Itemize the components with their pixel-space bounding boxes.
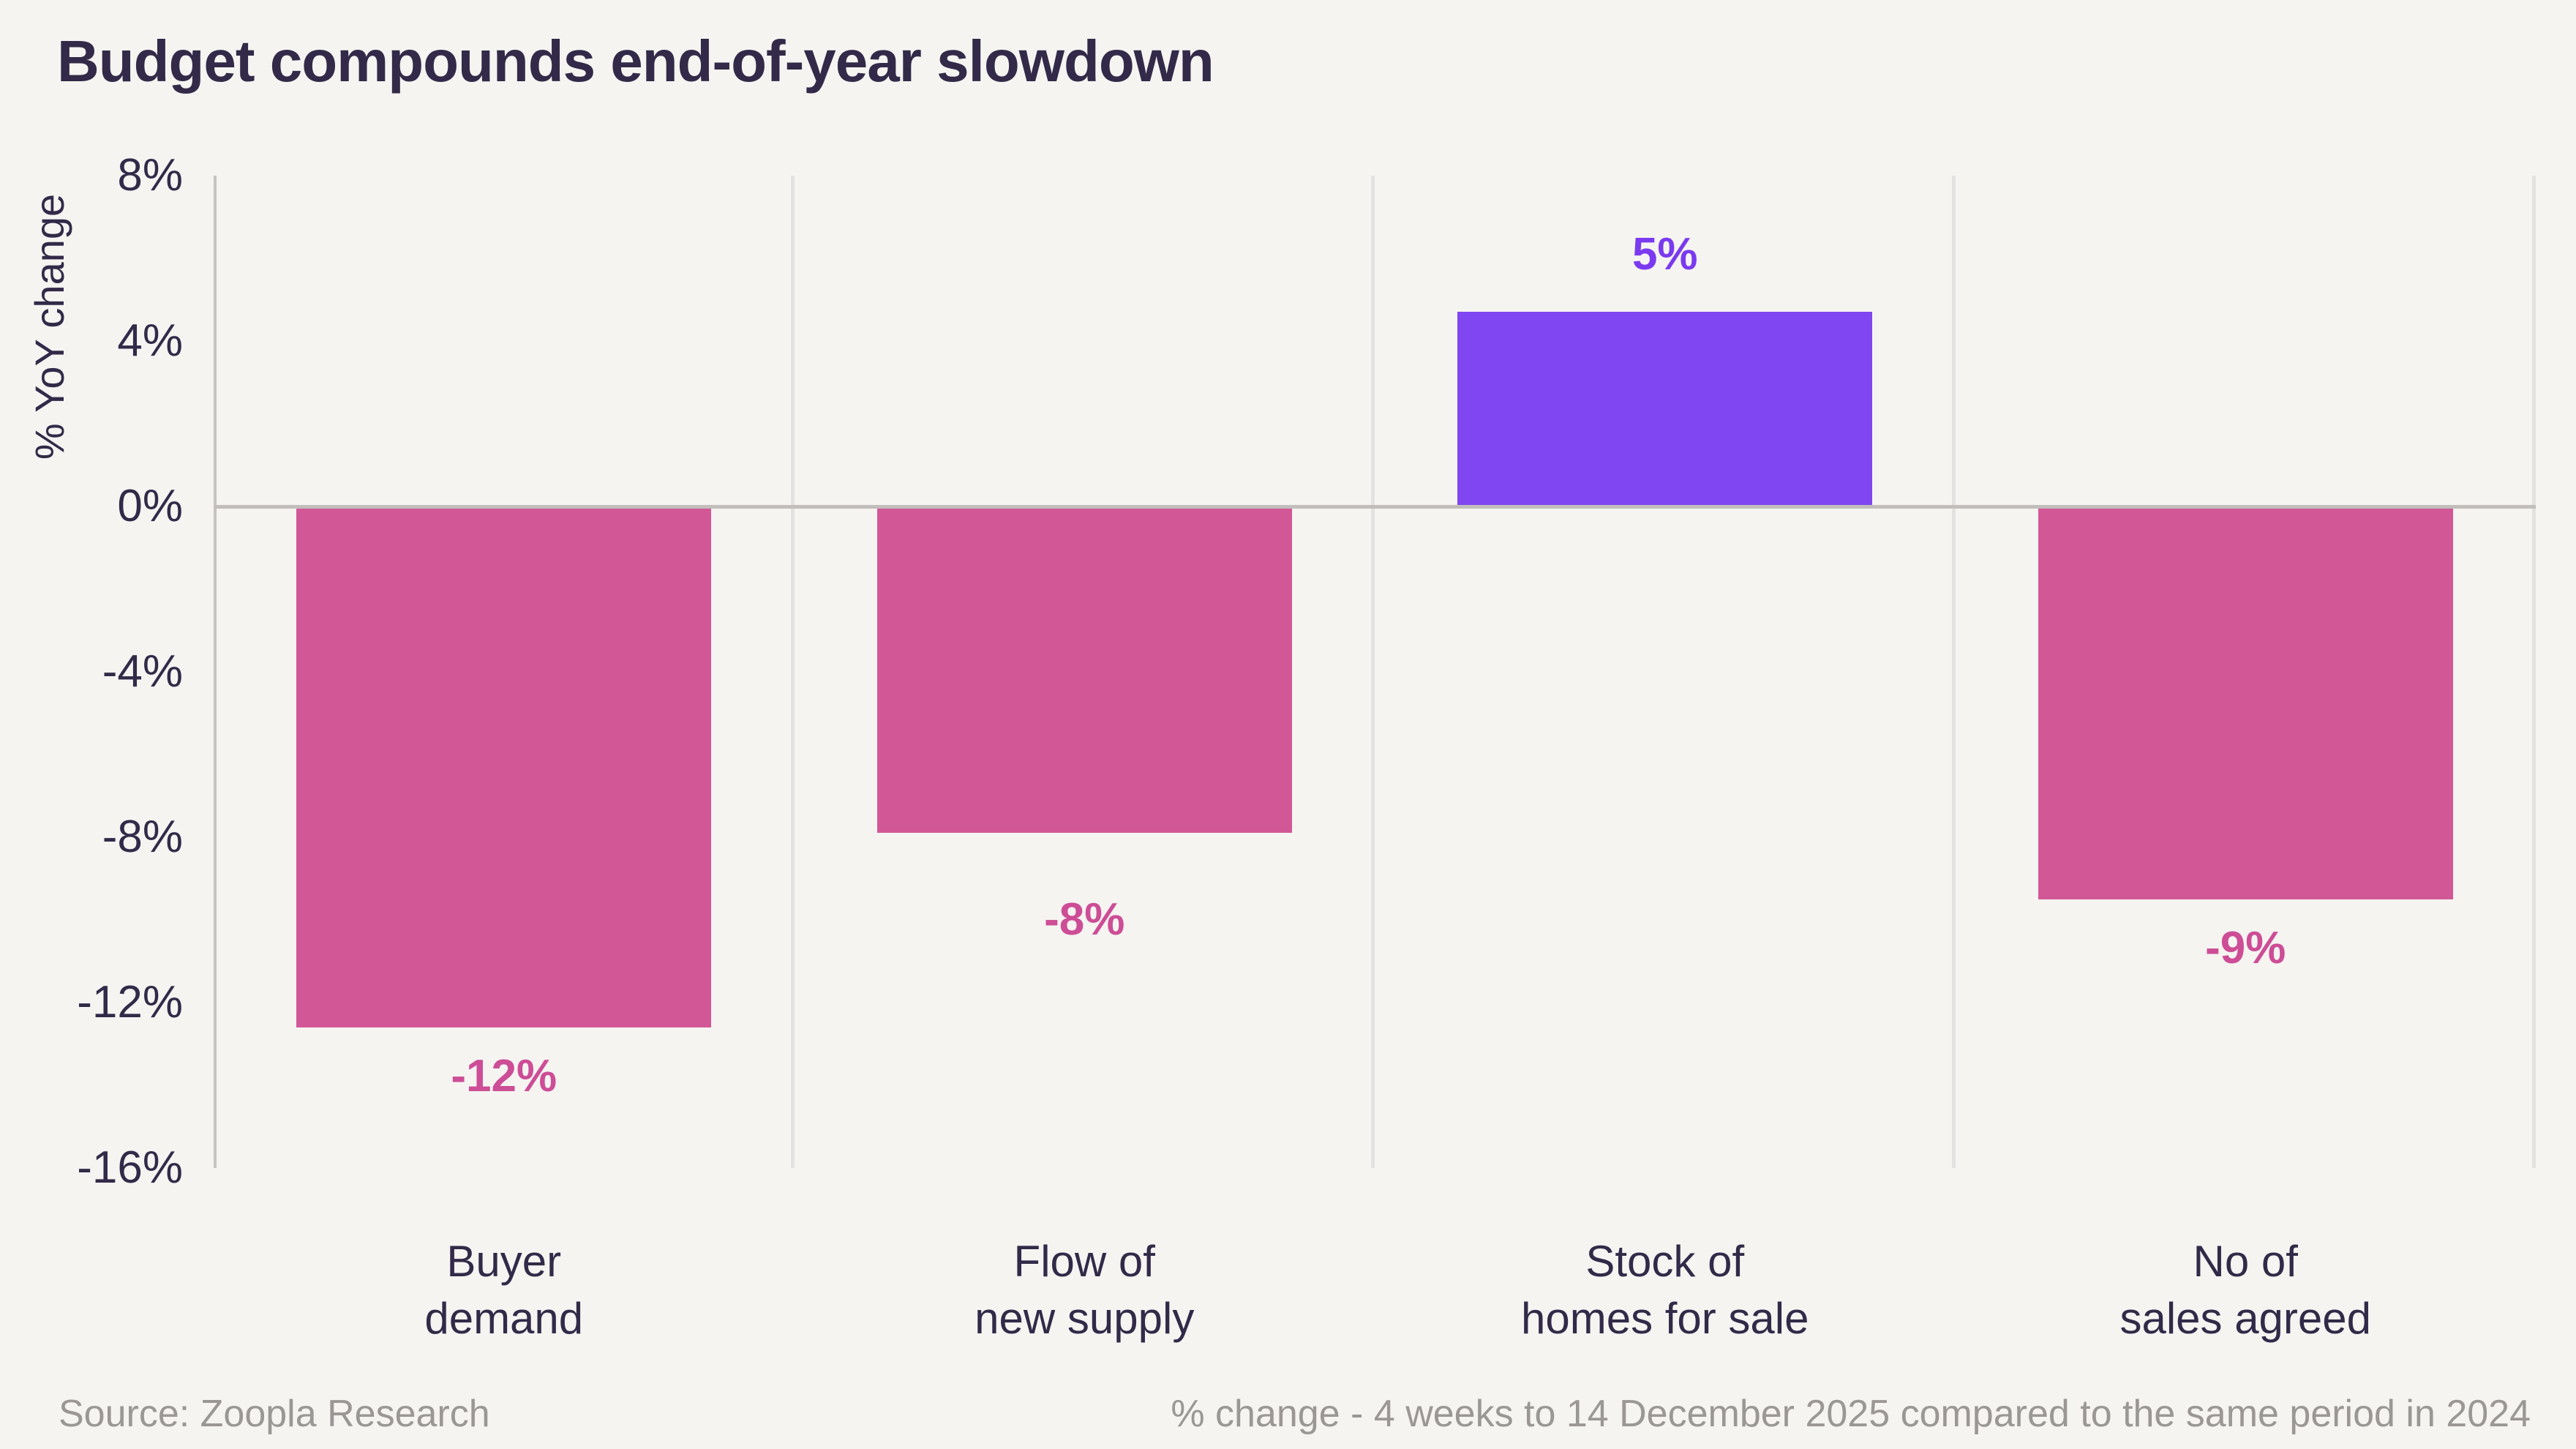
- bar-value-label: 5%: [1631, 229, 1698, 280]
- category-gridline: [790, 176, 795, 1168]
- y-tick-label: 0%: [117, 481, 183, 531]
- bar-buyer-demand: [296, 506, 712, 1027]
- x-category-label-line: Buyer: [446, 1237, 562, 1286]
- category-gridline: [1951, 176, 1956, 1168]
- x-category-label-stock-of-homes-for-sale: Stock of homes for sale: [1375, 1233, 1956, 1347]
- x-category-label-buyer-demand: Buyer demand: [214, 1233, 795, 1347]
- y-tick-label: -8%: [102, 812, 183, 862]
- y-axis-ticks: 8% 4% 0% -4% -8% -12% -16%: [0, 0, 183, 1449]
- plot-area: -12% -8% 5% -9%: [214, 176, 2536, 1168]
- bar-stock-of-homes-for-sale: [1457, 312, 1873, 506]
- x-category-label-line: new supply: [975, 1294, 1195, 1343]
- y-tick-label: -4%: [102, 646, 183, 697]
- x-category-label-line: sales agreed: [2119, 1294, 2372, 1343]
- y-tick-label: -16%: [77, 1142, 183, 1193]
- y-tick-label: -12%: [77, 977, 183, 1027]
- bar-value-label: -8%: [1044, 894, 1125, 946]
- bar-no-of-sales-agreed: [2038, 506, 2453, 899]
- source-note: Source: Zoopla Research: [59, 1393, 490, 1435]
- category-gridline: [2532, 176, 2536, 1168]
- category-gridline: [1371, 176, 1375, 1168]
- y-tick-label: 8%: [117, 150, 183, 201]
- chart-footer: Source: Zoopla Research % change - 4 wee…: [59, 1392, 2531, 1436]
- x-category-label-line: Stock of: [1585, 1237, 1745, 1286]
- footnote: % change - 4 weeks to 14 December 2025 c…: [1171, 1393, 2531, 1435]
- x-category-label-no-of-sales-agreed: No of sales agreed: [1956, 1233, 2536, 1347]
- x-category-label-flow-of-new-supply: Flow of new supply: [795, 1233, 1375, 1347]
- bar-value-label: -9%: [2205, 922, 2286, 973]
- x-category-label-line: homes for sale: [1520, 1294, 1809, 1343]
- x-category-label-line: Flow of: [1013, 1237, 1155, 1286]
- bar-value-label: -12%: [451, 1050, 557, 1101]
- y-tick-label: 4%: [117, 315, 183, 366]
- zero-baseline: [214, 505, 2536, 509]
- chart-title: Budget compounds end-of-year slowdown: [57, 29, 1214, 94]
- bar-flow-of-new-supply: [876, 506, 1292, 834]
- x-category-label-line: demand: [424, 1294, 584, 1343]
- x-category-label-line: No of: [2193, 1237, 2298, 1286]
- y-axis-line: [214, 176, 217, 1168]
